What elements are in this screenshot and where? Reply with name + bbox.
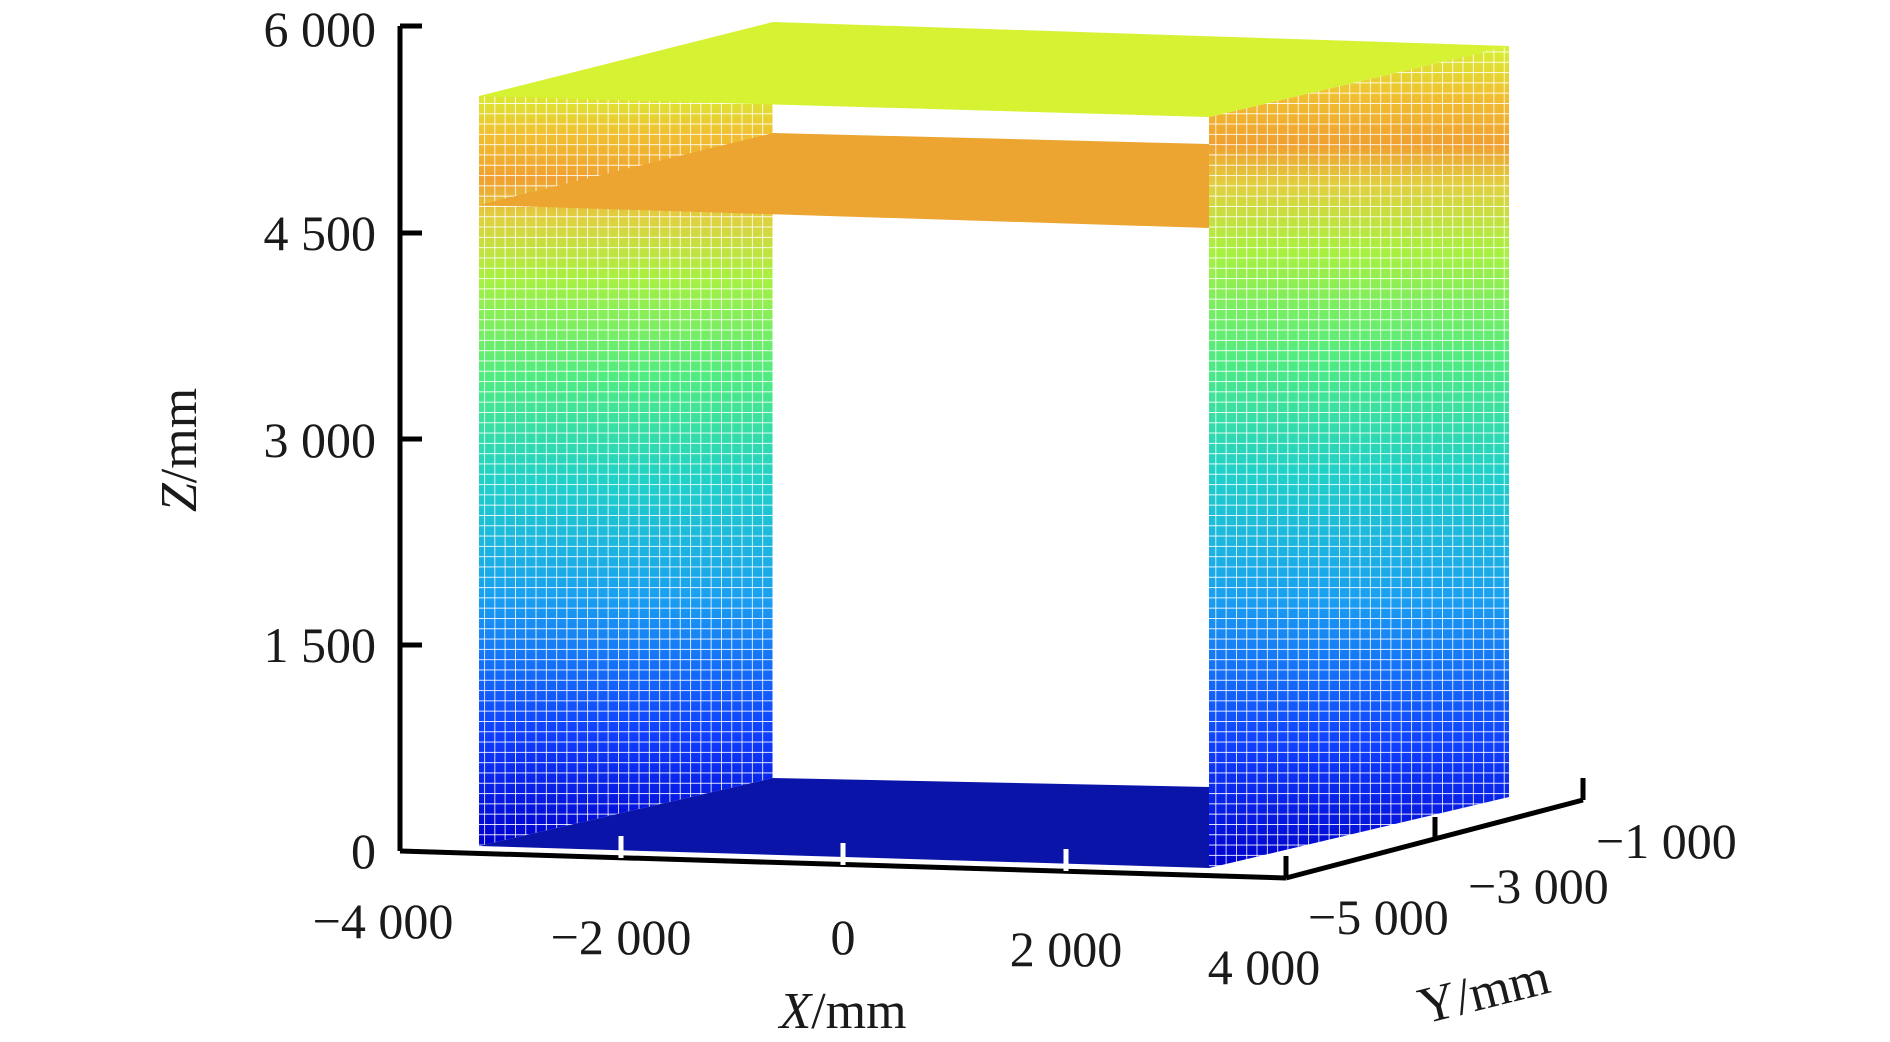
- surface-mid-slab: [479, 133, 1209, 228]
- z-tick-label-3000: 3 000: [264, 412, 377, 468]
- x-tick-label-4000: 4 000: [1208, 939, 1321, 995]
- y-tick-label-minus3000: −3 000: [1468, 858, 1609, 914]
- x-axis-label-var: X: [777, 983, 813, 1040]
- x-tick-label-0: 0: [831, 909, 856, 965]
- z-axis-label: Z/mm: [151, 388, 208, 512]
- z-tick-label-1500: 1 500: [264, 617, 377, 673]
- x-tick-label-minus2000: −2 000: [551, 909, 692, 965]
- z-tick-label-4500: 4 500: [264, 205, 377, 261]
- z-axis-label-var: Z: [151, 482, 208, 512]
- y-tick-label-minus5000: −5 000: [1308, 889, 1449, 945]
- surface-side-wall-right: [1209, 46, 1509, 868]
- z-tick-label-6000: 6 000: [264, 1, 377, 57]
- y-axis-label: Y/mm: [1413, 948, 1556, 1035]
- x-tick-label-minus4000: −4 000: [313, 893, 454, 949]
- z-axis-label-unit: /mm: [151, 388, 208, 483]
- surface-floor: [479, 778, 1209, 868]
- z-tick-label-0: 0: [351, 823, 376, 879]
- y-tick-label-minus1000: −1 000: [1596, 813, 1737, 869]
- surface-side-wall-left: [479, 88, 773, 846]
- surface-ceiling: [479, 22, 1509, 117]
- x-tick-label-2000: 2 000: [1010, 921, 1123, 977]
- x-axis-label: X/mm: [777, 983, 906, 1040]
- x-axis-label-unit: /mm: [811, 983, 906, 1040]
